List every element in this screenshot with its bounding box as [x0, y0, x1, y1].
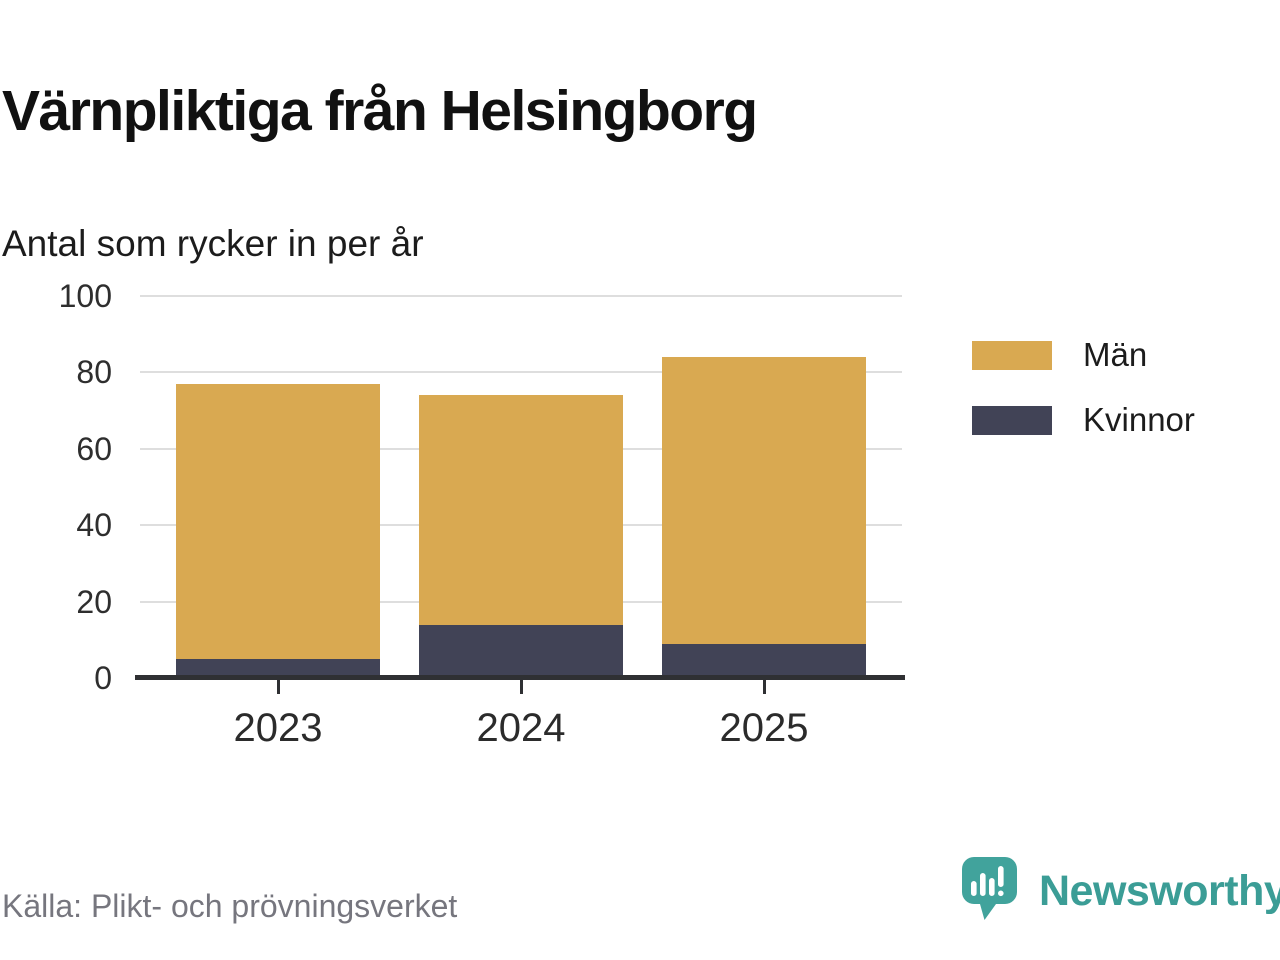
- legend-label-men: Män: [1083, 336, 1148, 373]
- legend-item-women: Kvinnor: [972, 401, 1195, 439]
- x-axis-tick-2023: [277, 680, 280, 694]
- newsworthy-speech-bubble-bar-chart-icon: [962, 857, 1017, 920]
- brand-name: Newsworthy: [1039, 867, 1280, 915]
- x-axis-tick-2024: [520, 680, 523, 694]
- y-axis-label-0: 0: [94, 660, 112, 696]
- gridline-100: [140, 295, 902, 297]
- x-axis-label-2025: 2025: [719, 706, 809, 750]
- x-axis-line: [135, 675, 905, 680]
- bar-segment-män-2023: [176, 383, 380, 659]
- bar-segment-män-2024: [419, 395, 623, 625]
- bar-segment-kvinnor-2023: [176, 658, 380, 678]
- legend-swatch-men: [972, 340, 1052, 370]
- brand-logo: Newsworthy: [962, 857, 1280, 921]
- legend-swatch-women: [972, 405, 1052, 435]
- bar-segment-kvinnor-2025: [662, 643, 866, 678]
- y-axis-label-20: 20: [76, 583, 112, 620]
- bar-segment-män-2025: [662, 357, 866, 644]
- y-axis-label-100: 100: [58, 278, 112, 314]
- legend: Män Kvinnor: [972, 336, 1195, 466]
- y-axis-label-80: 80: [76, 354, 112, 391]
- y-axis-label-60: 60: [76, 430, 112, 467]
- x-axis-tick-2025: [763, 680, 766, 694]
- gridline-80: [140, 371, 902, 374]
- legend-item-men: Män: [972, 336, 1195, 374]
- x-axis-label-2023: 2023: [233, 706, 323, 750]
- bar-segment-kvinnor-2024: [419, 624, 623, 678]
- page-title: Värnpliktiga från Helsingborg: [2, 79, 758, 144]
- x-axis-label-2024: 2024: [476, 706, 566, 750]
- plot-area: [135, 295, 905, 694]
- source-note: Källa: Plikt- och prövningsverket: [2, 888, 458, 924]
- chart-subtitle: Antal som rycker in per år: [2, 222, 424, 264]
- legend-label-women: Kvinnor: [1083, 401, 1195, 438]
- y-axis-label-40: 40: [76, 507, 112, 544]
